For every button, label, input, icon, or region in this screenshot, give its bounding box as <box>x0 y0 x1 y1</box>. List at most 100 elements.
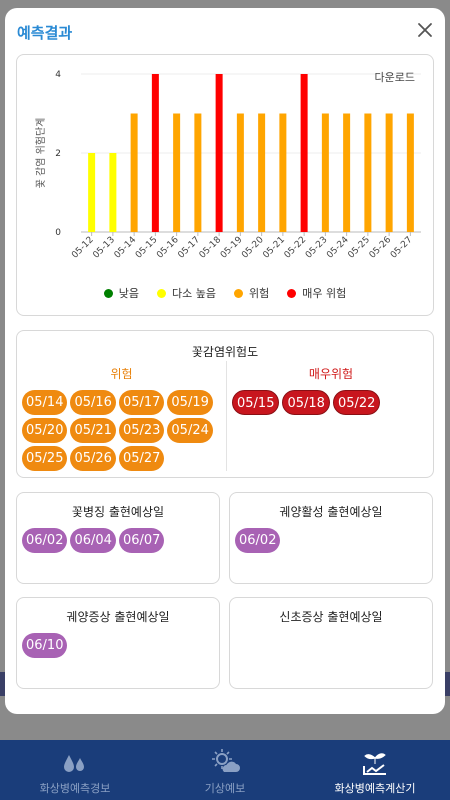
card-title: 궤양활성 출현예상일 <box>279 505 383 519</box>
bar-05-12 <box>88 153 96 232</box>
bar-05-15 <box>151 74 159 232</box>
x-tick-label: 05-26 <box>368 235 394 261</box>
blossom-symptom-card: 꽃병징 출현예상일 06/02 06/04 06/07 <box>16 492 220 584</box>
bar-05-14 <box>130 113 138 232</box>
nav-item-weather[interactable]: 기상예보 <box>150 740 300 800</box>
drops-icon <box>64 755 84 772</box>
date-pill: 06/04 <box>70 528 116 553</box>
bottom-navigation: 화상병예측경보 기상예보 화상병예측계산기 <box>0 740 450 800</box>
date-pill: 06/02 <box>22 528 68 553</box>
date-pill: 05/19 <box>167 390 213 415</box>
date-pill: 05/14 <box>22 390 68 415</box>
date-pill: 05/20 <box>22 418 68 443</box>
chart-legend: 낮음 다소 높음 위험 매우 위험 <box>17 285 433 301</box>
x-tick-label: 05-16 <box>155 235 181 261</box>
bar-05-27 <box>406 113 414 232</box>
nav-item-calculator[interactable]: 화상병예측계산기 <box>300 740 450 800</box>
date-pill: 05/27 <box>118 446 165 471</box>
x-tick-label: 05-20 <box>240 235 266 261</box>
bar-05-23 <box>321 113 329 232</box>
date-pill: 06/07 <box>118 528 165 553</box>
date-pill: 06/02 <box>235 528 281 553</box>
date-pill: 05/15 <box>232 390 280 415</box>
date-pill: 05/25 <box>22 446 68 471</box>
legend-item[interactable]: 위험 <box>234 285 269 301</box>
x-tick-label: 05-27 <box>389 235 415 261</box>
x-tick-label: 05-13 <box>91 235 117 261</box>
date-pill: 05/21 <box>70 418 116 443</box>
danger-title: 위험 <box>110 367 133 381</box>
canker-symptom-card: 궤양증상 출현예상일 06/10 <box>16 597 220 689</box>
date-pill: 06/10 <box>22 633 68 658</box>
x-tick-label: 05-22 <box>283 235 309 261</box>
y-axis-label: 꽃 감염 위험단계 <box>34 118 47 189</box>
nav-label: 기상예보 <box>204 782 246 795</box>
bar-05-20 <box>258 113 266 232</box>
legend-swatch <box>234 288 243 298</box>
date-pill: 05/18 <box>282 390 330 415</box>
flower-infection-risk-card: 꽃감염위험도 위험 05/14 05/16 05/17 05/19 05/20 05/21… <box>16 330 434 478</box>
date-pill: 05/16 <box>70 390 116 415</box>
sun-cloud-icon <box>212 749 240 772</box>
modal-title: 예측결과 <box>17 24 73 42</box>
x-tick-label: 05-19 <box>219 235 245 261</box>
card-title: 궤양증상 출현예상일 <box>66 610 170 624</box>
x-tick-label: 05-25 <box>346 235 372 261</box>
x-tick-label: 05-15 <box>134 235 160 261</box>
date-pill: 05/17 <box>118 390 165 415</box>
canker-active-card: 궤양활성 출현예상일 06/02 <box>229 492 433 584</box>
card-title: 신초증상 출현예상일 <box>279 610 383 624</box>
x-tick-label: 05-23 <box>304 235 330 261</box>
danger-column: 위험 05/14 05/16 05/17 05/19 05/20 05/21 05/23 05… <box>17 361 226 471</box>
legend-item[interactable]: 낮음 <box>103 285 140 301</box>
nav-item-forecast-alert[interactable]: 화상병예측경보 <box>0 740 150 800</box>
date-pill: 05/22 <box>332 390 381 415</box>
legend-item[interactable]: 매우 위험 <box>287 285 346 301</box>
legend-swatch <box>157 288 167 298</box>
legend-label: 매우 위험 <box>302 287 347 300</box>
date-pill: 05/26 <box>70 446 116 471</box>
severe-date-list: 05/15 05/18 05/22 <box>227 390 435 415</box>
bar-05-13 <box>109 153 117 232</box>
bar-05-18 <box>215 74 223 232</box>
shoot-symptom-card: 신초증상 출현예상일 <box>229 597 433 689</box>
card-date-list: 06/10 <box>17 633 219 658</box>
x-tick-label: 05-18 <box>198 235 224 261</box>
x-tick-label: 05-12 <box>70 235 96 261</box>
risk-card-title: 꽃감염위험도 <box>191 345 259 359</box>
download-button[interactable]: 다운로드 <box>374 71 415 84</box>
severe-column: 매우위험 05/15 05/18 05/22 <box>226 361 435 471</box>
nav-label: 화상병예측경보 <box>39 782 111 795</box>
bar-05-25 <box>364 113 372 232</box>
y-tick-label: 2 <box>55 149 61 159</box>
legend-label: 다소 높음 <box>172 287 216 300</box>
card-date-list: 06/02 <box>230 528 432 553</box>
legend-label: 낮음 <box>118 287 140 300</box>
x-tick-label: 05-24 <box>325 235 351 261</box>
close-icon[interactable] <box>415 20 435 40</box>
legend-swatch <box>103 288 113 298</box>
danger-date-list: 05/14 05/16 05/17 05/19 05/20 05/21 05/23 05/24… <box>17 390 226 471</box>
y-tick-label: 4 <box>55 70 61 80</box>
bar-05-24 <box>343 113 351 232</box>
x-tick-label: 05-14 <box>113 235 139 261</box>
bar-05-26 <box>385 113 393 232</box>
legend-swatch <box>287 288 297 298</box>
y-tick-label: 0 <box>55 228 61 238</box>
date-pill: 05/24 <box>167 418 213 443</box>
bar-05-16 <box>173 113 181 232</box>
bar-05-21 <box>279 113 287 232</box>
bar-05-22 <box>300 74 308 232</box>
x-tick-label: 05-21 <box>261 235 287 261</box>
legend-item[interactable]: 다소 높음 <box>157 285 216 301</box>
plant-chart-icon <box>363 753 386 775</box>
bar-05-19 <box>236 113 244 232</box>
bar-05-17 <box>194 113 202 232</box>
legend-label: 위험 <box>249 287 270 300</box>
nav-label: 화상병예측계산기 <box>334 782 416 795</box>
card-date-list: 06/02 06/04 06/07 <box>17 528 219 553</box>
x-tick-label: 05-17 <box>176 235 202 261</box>
